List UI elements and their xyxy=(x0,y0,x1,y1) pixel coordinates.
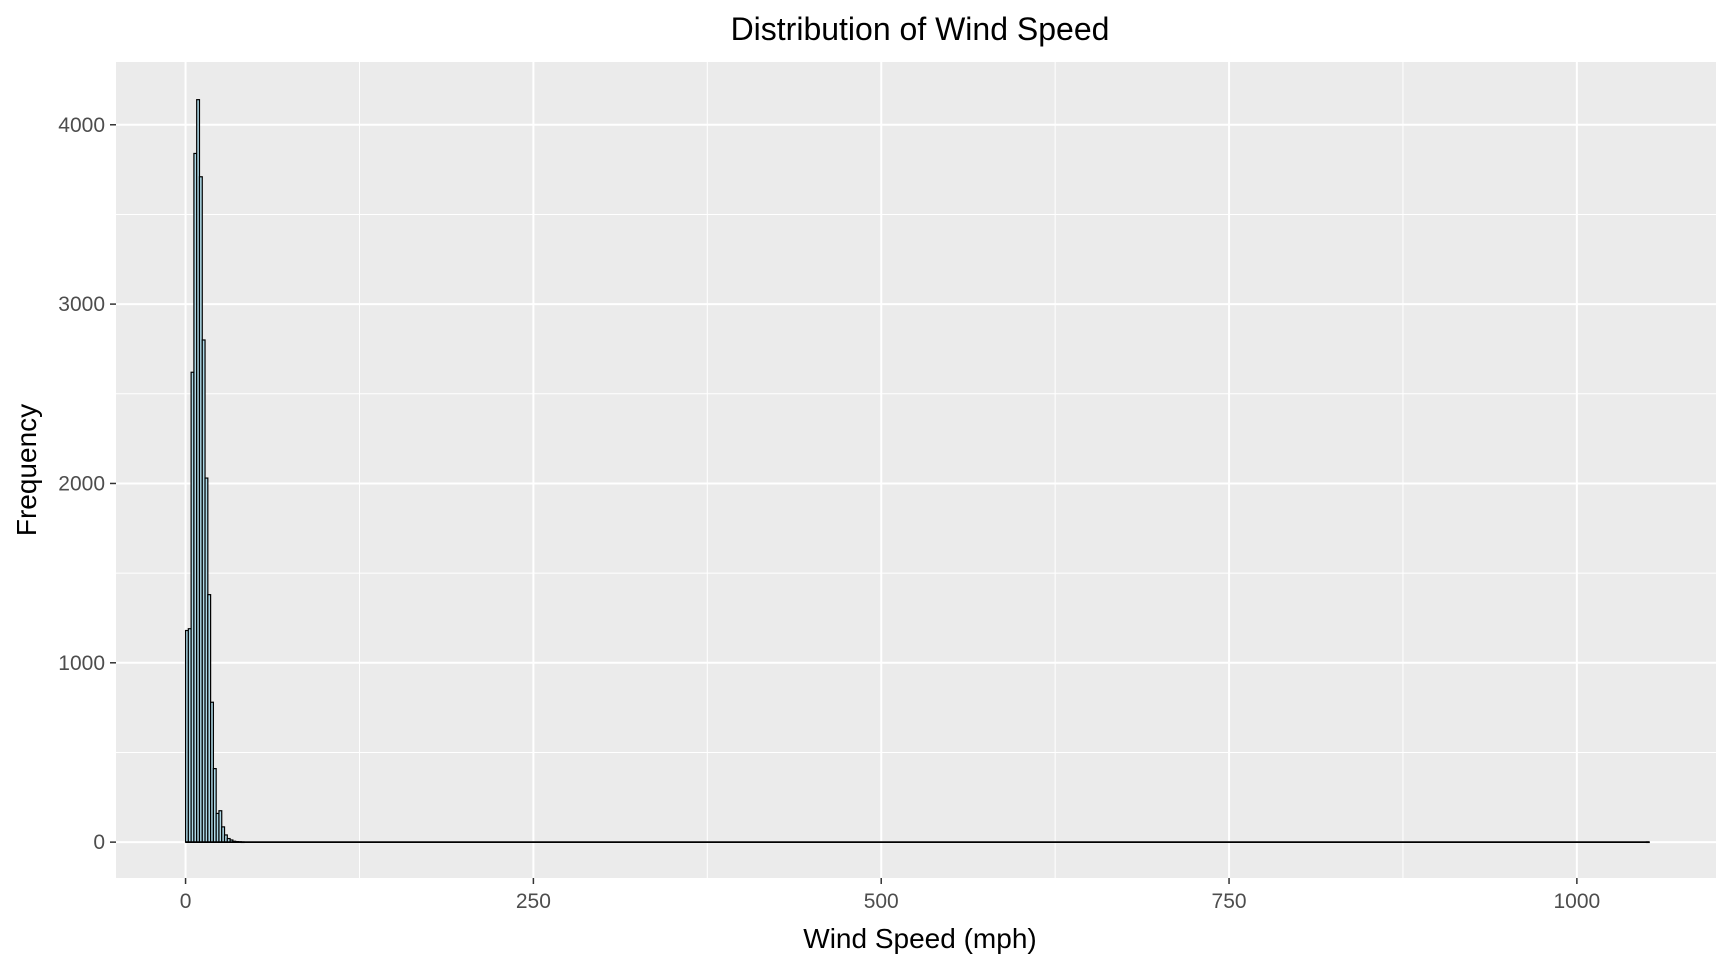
x-axis-ticks: 0 250 500 750 1000 xyxy=(180,878,1601,913)
x-tick-label: 750 xyxy=(1212,890,1247,913)
x-axis-title: Wind Speed (mph) xyxy=(803,923,1036,954)
minor-gridlines xyxy=(116,62,1716,878)
y-tick-label: 2000 xyxy=(58,472,105,495)
x-tick-label: 0 xyxy=(180,890,192,913)
histogram-outlier-bar xyxy=(1645,841,1650,844)
y-axis-ticks: 0 1000 2000 3000 4000 xyxy=(58,114,116,854)
y-tick-label: 3000 xyxy=(58,293,105,316)
x-tick-label: 1000 xyxy=(1554,890,1601,913)
y-tick-label: 1000 xyxy=(58,652,105,675)
y-tick-label: 4000 xyxy=(58,114,105,137)
chart-title: Distribution of Wind Speed xyxy=(731,11,1110,47)
plot-panel xyxy=(116,62,1716,878)
histogram-bars xyxy=(184,99,1650,844)
x-tick-label: 250 xyxy=(516,890,551,913)
y-axis-title: Frequency xyxy=(11,404,42,536)
y-tick-label: 0 xyxy=(93,831,105,854)
x-tick-label: 500 xyxy=(864,890,899,913)
